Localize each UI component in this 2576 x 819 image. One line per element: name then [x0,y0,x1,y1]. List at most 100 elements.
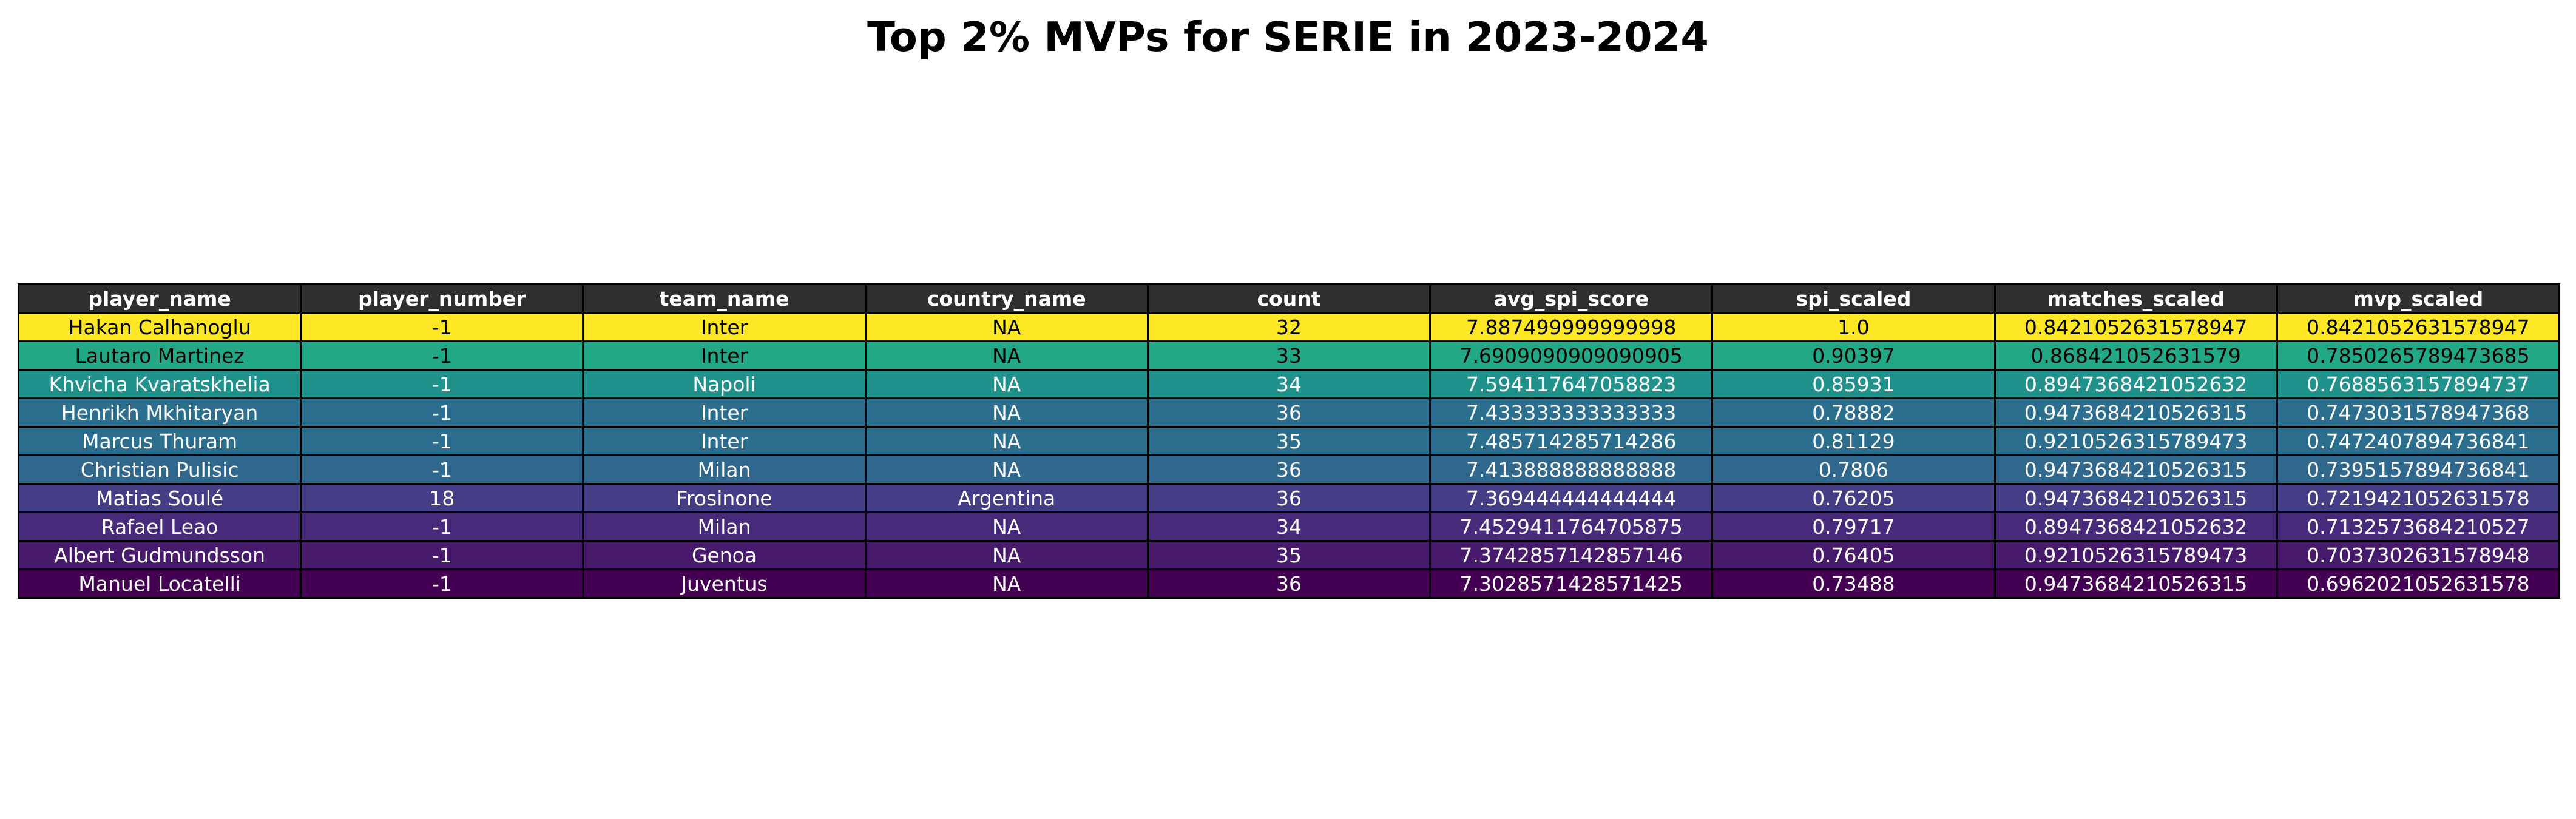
table-cell-mvp-scaled: 0.7473031578947368 [2276,397,2561,428]
table-cell-team-name: Juventus [582,568,867,599]
column-header-avg-spi-score: avg_spi_score [1429,283,1714,314]
table-row: Rafael Leao -1 Milan NA 34 7.4529411764705875… [17,511,2561,542]
table-cell-player-number: -1 [300,568,584,599]
table-cell-avg-spi-score: 7.433333333333333 [1429,397,1714,428]
table-row: Hakan Calhanoglu -1 Inter NA 32 7.88749999999… [17,312,2561,342]
table-cell-avg-spi-score: 7.3028571428571425 [1429,568,1714,599]
table-cell-player-number: -1 [300,340,584,371]
table-cell-avg-spi-score: 7.3742857142857146 [1429,540,1714,570]
table-cell-matches-scaled: 0.8421052631578947 [1993,312,2278,342]
column-header-player-name: player_name [17,283,302,314]
table-cell-mvp-scaled: 0.7219421052631578 [2276,483,2561,513]
table-row: Manuel Locatelli -1 Juventus NA 36 7.30285714… [17,568,2561,599]
table-cell-matches-scaled: 0.9473684210526315 [1993,397,2278,428]
table-cell-team-name: Inter [582,340,867,371]
table-cell-player-number: -1 [300,312,584,342]
table-cell-mvp-scaled: 0.7395157894736841 [2276,454,2561,485]
table-header-row: player_name player_number team_name country… [17,283,2561,314]
table-cell-player-number: -1 [300,454,584,485]
table-cell-country-name: NA [864,312,1149,342]
table-cell-country-name: NA [864,568,1149,599]
table-row: Albert Gudmundsson -1 Genoa NA 35 7.374285714… [17,540,2561,570]
table-cell-count: 34 [1146,369,1432,399]
table-cell-matches-scaled: 0.9473684210526315 [1993,568,2278,599]
table-cell-player-name: Khvicha Kvaratskhelia [17,369,302,399]
table-cell-team-name: Frosinone [582,483,867,513]
table-cell-player-number: 18 [300,483,584,513]
column-header-country-name: country_name [864,283,1149,314]
column-header-player-number: player_number [300,283,584,314]
table-cell-count: 36 [1146,568,1432,599]
table-cell-matches-scaled: 0.868421052631579 [1993,340,2278,371]
table-row: Marcus Thuram -1 Inter NA 35 7.48571428571428… [17,426,2561,456]
table-cell-spi-scaled: 0.90397 [1711,340,1996,371]
table-cell-player-name: Matias Soulé [17,483,302,513]
table-cell-player-number: -1 [300,426,584,456]
table-cell-player-name: Lautaro Martinez [17,340,302,371]
mvp-table: player_name player_number team_name country… [17,283,2561,599]
table-cell-team-name: Milan [582,454,867,485]
table-row: Christian Pulisic -1 Milan NA 36 7.4138888888… [17,454,2561,485]
table-cell-country-name: NA [864,397,1149,428]
table-cell-count: 35 [1146,540,1432,570]
table-cell-matches-scaled: 0.9473684210526315 [1993,483,2278,513]
column-header-count: count [1146,283,1432,314]
table-cell-spi-scaled: 0.76205 [1711,483,1996,513]
table-cell-team-name: Inter [582,397,867,428]
table-cell-player-name: Hakan Calhanoglu [17,312,302,342]
table-body: Hakan Calhanoglu -1 Inter NA 32 7.88749999999… [17,312,2561,599]
table-cell-avg-spi-score: 7.413888888888888 [1429,454,1714,485]
table-cell-matches-scaled: 0.9210526315789473 [1993,426,2278,456]
table-cell-avg-spi-score: 7.6909090909090905 [1429,340,1714,371]
table-cell-country-name: NA [864,340,1149,371]
table-row: Matias Soulé 18 Frosinone Argentina 36 7.3694… [17,483,2561,513]
table-cell-count: 36 [1146,397,1432,428]
table-cell-player-number: -1 [300,397,584,428]
table-cell-avg-spi-score: 7.594117647058823 [1429,369,1714,399]
table-cell-player-name: Rafael Leao [17,511,302,542]
table-cell-team-name: Milan [582,511,867,542]
table-cell-spi-scaled: 1.0 [1711,312,1996,342]
table-cell-country-name: NA [864,369,1149,399]
table-cell-spi-scaled: 0.79717 [1711,511,1996,542]
table-cell-player-number: -1 [300,369,584,399]
table-cell-matches-scaled: 0.8947368421052632 [1993,369,2278,399]
table-cell-player-name: Albert Gudmundsson [17,540,302,570]
table-cell-spi-scaled: 0.81129 [1711,426,1996,456]
table-cell-player-name: Marcus Thuram [17,426,302,456]
table-cell-player-name: Manuel Locatelli [17,568,302,599]
table-cell-avg-spi-score: 7.887499999999998 [1429,312,1714,342]
table-cell-mvp-scaled: 0.7132573684210527 [2276,511,2561,542]
table-cell-spi-scaled: 0.73488 [1711,568,1996,599]
table-cell-player-name: Christian Pulisic [17,454,302,485]
table-cell-mvp-scaled: 0.7472407894736841 [2276,426,2561,456]
table-cell-mvp-scaled: 0.7850265789473685 [2276,340,2561,371]
table-row: Lautaro Martinez -1 Inter NA 33 7.69090909090… [17,340,2561,371]
table-cell-mvp-scaled: 0.7688563157894737 [2276,369,2561,399]
table-cell-team-name: Genoa [582,540,867,570]
table-cell-count: 35 [1146,426,1432,456]
column-header-matches-scaled: matches_scaled [1993,283,2278,314]
table-cell-player-name: Henrikh Mkhitaryan [17,397,302,428]
chart-title: Top 2% MVPs for SERIE in 2023-2024 [867,13,1709,61]
table-cell-spi-scaled: 0.76405 [1711,540,1996,570]
table-cell-count: 36 [1146,483,1432,513]
table-cell-mvp-scaled: 0.8421052631578947 [2276,312,2561,342]
table-cell-country-name: NA [864,426,1149,456]
table-cell-country-name: NA [864,540,1149,570]
table-cell-player-number: -1 [300,540,584,570]
column-header-spi-scaled: spi_scaled [1711,283,1996,314]
table-cell-mvp-scaled: 0.7037302631578948 [2276,540,2561,570]
table-cell-avg-spi-score: 7.4529411764705875 [1429,511,1714,542]
table-cell-count: 33 [1146,340,1432,371]
table-cell-country-name: NA [864,454,1149,485]
table-cell-count: 32 [1146,312,1432,342]
table-cell-matches-scaled: 0.9210526315789473 [1993,540,2278,570]
table-row: Khvicha Kvaratskhelia -1 Napoli NA 34 7.59411… [17,369,2561,399]
table-cell-team-name: Inter [582,426,867,456]
table-cell-country-name: NA [864,511,1149,542]
column-header-team-name: team_name [582,283,867,314]
table-cell-spi-scaled: 0.7806 [1711,454,1996,485]
table-cell-spi-scaled: 0.85931 [1711,369,1996,399]
column-header-mvp-scaled: mvp_scaled [2276,283,2561,314]
